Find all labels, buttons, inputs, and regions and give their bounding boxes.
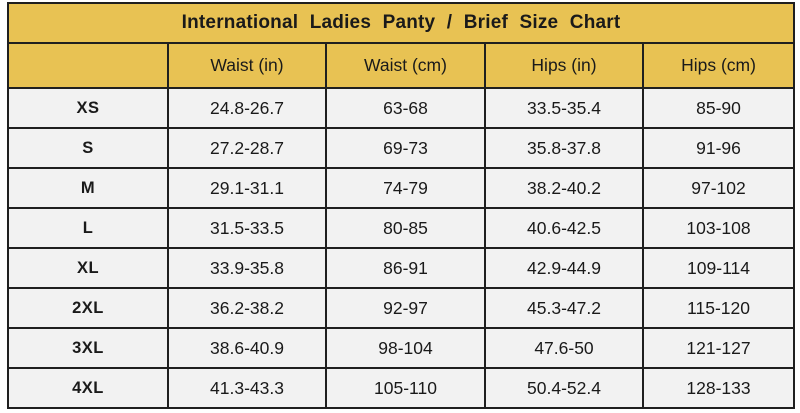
- size-label-cell: S: [7, 127, 169, 169]
- header-cell-waist-in: Waist (in): [167, 42, 327, 89]
- header-cell-hips-cm: Hips (cm): [641, 42, 796, 89]
- measurement-cell: 31.5-33.5: [167, 207, 327, 249]
- size-label-cell: M: [7, 167, 169, 209]
- chart-title: International Ladies Panty / Brief Size …: [6, 2, 796, 44]
- size-label-cell: XS: [7, 87, 169, 129]
- measurement-cell: 27.2-28.7: [167, 127, 327, 169]
- header-cell-waist-cm: Waist (cm): [325, 42, 486, 89]
- size-label-cell: XL: [7, 247, 169, 289]
- measurement-cell: 86-91: [325, 247, 486, 289]
- measurement-cell: 42.9-44.9: [484, 247, 644, 289]
- size-label-cell: 2XL: [7, 287, 169, 329]
- table-row: XS 24.8-26.7 63-68 33.5-35.4 85-90: [7, 87, 796, 129]
- size-chart-table: International Ladies Panty / Brief Size …: [6, 2, 796, 409]
- measurement-cell: 41.3-43.3: [167, 367, 327, 409]
- measurement-cell: 38.6-40.9: [167, 327, 327, 369]
- measurement-cell: 35.8-37.8: [484, 127, 644, 169]
- table-row: 4XL 41.3-43.3 105-110 50.4-52.4 128-133: [7, 367, 796, 409]
- header-cell-size: [7, 42, 169, 89]
- measurement-cell: 115-120: [641, 287, 796, 329]
- measurement-cell: 50.4-52.4: [484, 367, 644, 409]
- table-row: L 31.5-33.5 80-85 40.6-42.5 103-108: [7, 207, 796, 249]
- title-row: International Ladies Panty / Brief Size …: [6, 2, 796, 44]
- header-row: Waist (in) Waist (cm) Hips (in) Hips (cm…: [7, 42, 796, 89]
- measurement-cell: 45.3-47.2: [484, 287, 644, 329]
- measurement-cell: 85-90: [641, 87, 796, 129]
- measurement-cell: 80-85: [325, 207, 486, 249]
- measurement-cell: 91-96: [641, 127, 796, 169]
- measurement-cell: 128-133: [641, 367, 796, 409]
- table-row: 2XL 36.2-38.2 92-97 45.3-47.2 115-120: [7, 287, 796, 329]
- size-label-cell: 4XL: [7, 367, 169, 409]
- header-cell-hips-in: Hips (in): [484, 42, 644, 89]
- table-row: XL 33.9-35.8 86-91 42.9-44.9 109-114: [7, 247, 796, 289]
- measurement-cell: 69-73: [325, 127, 486, 169]
- table-row: M 29.1-31.1 74-79 38.2-40.2 97-102: [7, 167, 796, 209]
- measurement-cell: 38.2-40.2: [484, 167, 644, 209]
- size-label-cell: L: [7, 207, 169, 249]
- measurement-cell: 97-102: [641, 167, 796, 209]
- measurement-cell: 33.5-35.4: [484, 87, 644, 129]
- measurement-cell: 105-110: [325, 367, 486, 409]
- table-row: S 27.2-28.7 69-73 35.8-37.8 91-96: [7, 127, 796, 169]
- measurement-cell: 36.2-38.2: [167, 287, 327, 329]
- measurement-cell: 74-79: [325, 167, 486, 209]
- measurement-cell: 47.6-50: [484, 327, 644, 369]
- size-label-cell: 3XL: [7, 327, 169, 369]
- measurement-cell: 40.6-42.5: [484, 207, 644, 249]
- measurement-cell: 121-127: [641, 327, 796, 369]
- measurement-cell: 33.9-35.8: [167, 247, 327, 289]
- measurement-cell: 92-97: [325, 287, 486, 329]
- measurement-cell: 103-108: [641, 207, 796, 249]
- measurement-cell: 24.8-26.7: [167, 87, 327, 129]
- measurement-cell: 29.1-31.1: [167, 167, 327, 209]
- measurement-cell: 63-68: [325, 87, 486, 129]
- measurement-cell: 109-114: [641, 247, 796, 289]
- table-row: 3XL 38.6-40.9 98-104 47.6-50 121-127: [7, 327, 796, 369]
- measurement-cell: 98-104: [325, 327, 486, 369]
